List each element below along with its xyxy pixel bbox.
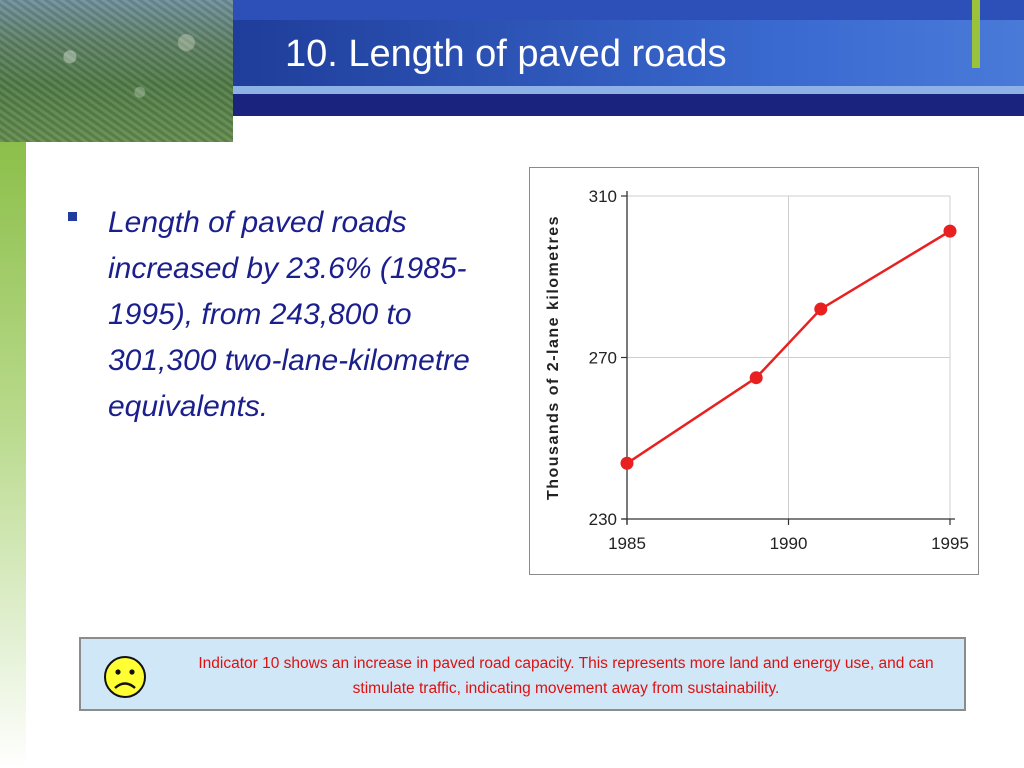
left-green-bar: [0, 142, 26, 768]
sad-face-icon: [104, 656, 146, 698]
data-point: [943, 224, 957, 238]
chart-svg: 230 270 310 1985 1990 1995 Thousands of 2-lane…: [545, 187, 969, 553]
x-tick-label: 1990: [770, 534, 808, 553]
data-point: [749, 371, 763, 385]
series-line: [626, 230, 951, 465]
bullet-text: Length of paved roads increased by 23.6%…: [108, 206, 470, 423]
header-top-band: [233, 0, 1024, 20]
data-point: [814, 302, 828, 316]
slide-header: 10. Length of paved roads: [0, 0, 1024, 142]
callout-text: Indicator 10 shows an increase in paved …: [198, 655, 934, 697]
slide-title: 10. Length of paved roads: [285, 33, 727, 75]
y-tick-label: 310: [589, 187, 617, 206]
x-tick-label: 1985: [608, 534, 646, 553]
road-length-chart: 230 270 310 1985 1990 1995 Thousands of 2-lane…: [529, 167, 979, 575]
header-light-strip: [233, 86, 1024, 94]
aerial-city-photo: [0, 0, 233, 142]
bullet-square-icon: [68, 212, 77, 221]
y-tick-label: 230: [589, 510, 617, 529]
header-navy-strip: [233, 94, 1024, 116]
callout-box: Indicator 10 shows an increase in paved …: [79, 637, 966, 711]
header-green-accent: [972, 0, 980, 68]
title-bar: [233, 20, 1024, 86]
y-tick-label: 270: [589, 349, 617, 368]
x-tick-label: 1995: [931, 534, 969, 553]
data-point: [620, 456, 634, 470]
y-axis-title: Thousands of 2-lane kilometres: [545, 215, 562, 500]
